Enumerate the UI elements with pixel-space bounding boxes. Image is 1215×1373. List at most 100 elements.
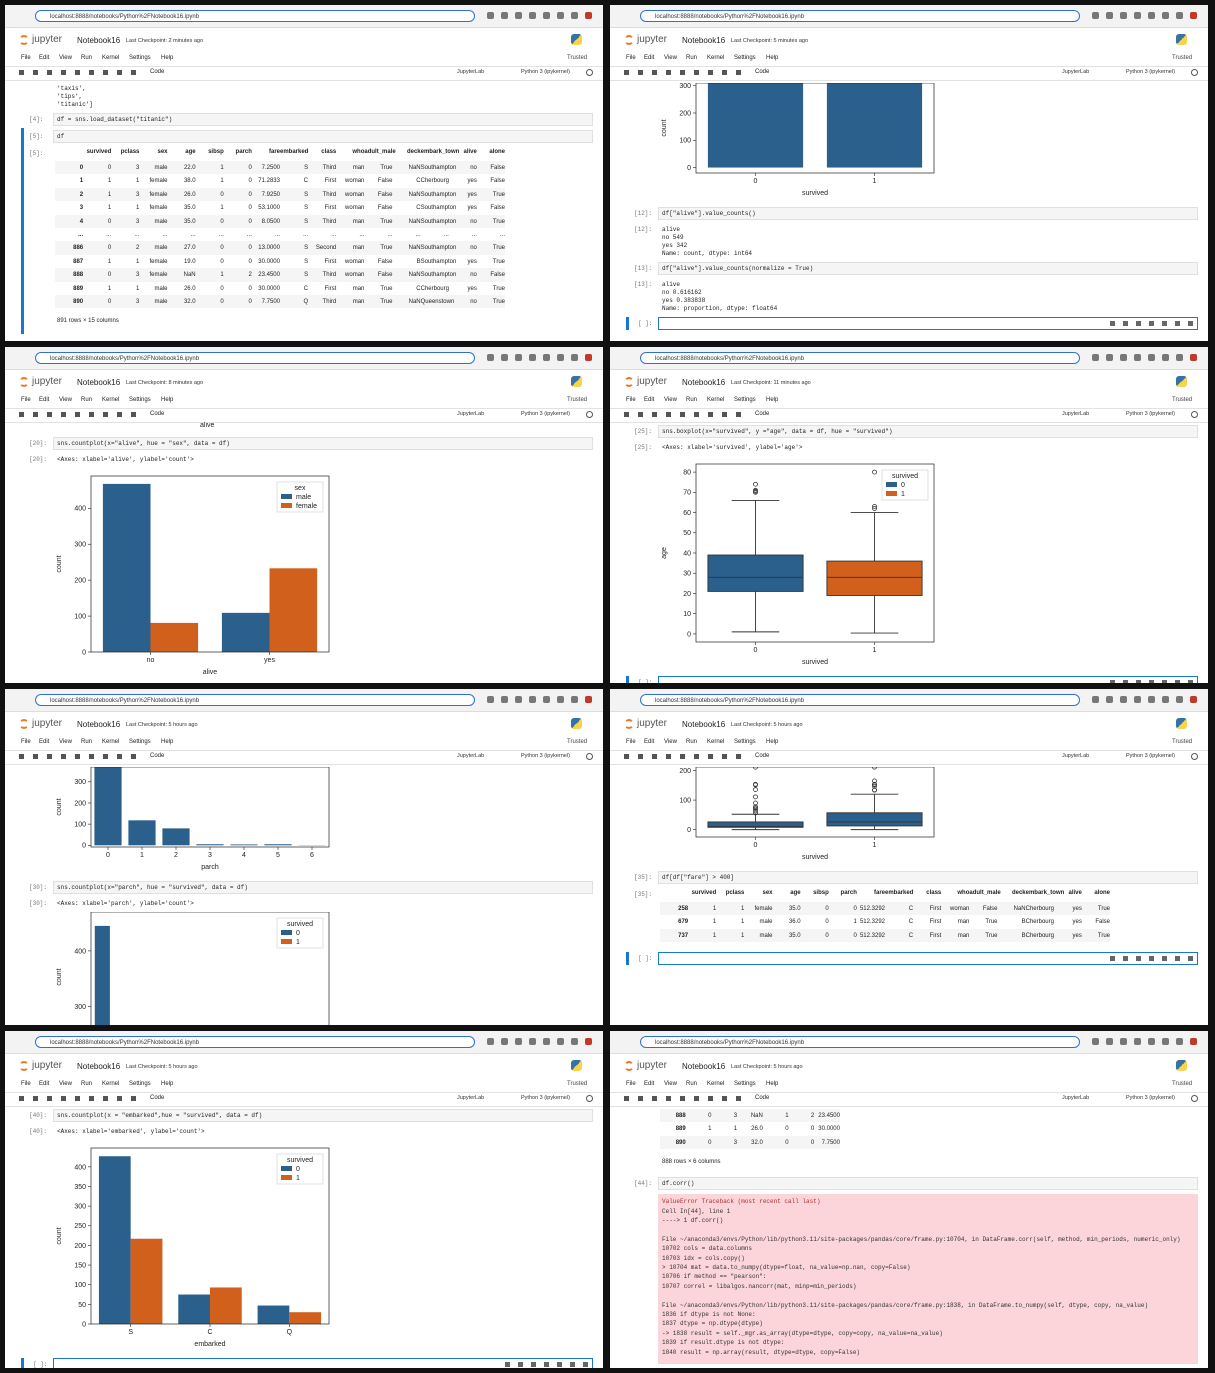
toolbar-icon[interactable]: [708, 70, 713, 75]
toolbar-icon[interactable]: [680, 412, 685, 417]
menu-item[interactable]: Run: [81, 1081, 93, 1087]
toolbar-icon[interactable]: [638, 1096, 643, 1101]
toolbar-icon[interactable]: [722, 70, 727, 75]
menu-item[interactable]: File: [626, 1081, 636, 1087]
toolbar-icon[interactable]: [89, 754, 94, 759]
menu-item[interactable]: Help: [766, 739, 779, 745]
cell-action-icon[interactable]: [1110, 956, 1115, 962]
menu-item[interactable]: Settings: [734, 55, 756, 61]
menu-item[interactable]: Help: [766, 55, 779, 61]
toolbar-icon[interactable]: [638, 754, 643, 759]
cell-action-icon[interactable]: [505, 1362, 510, 1367]
menu-item[interactable]: View: [664, 1081, 677, 1087]
menu-item[interactable]: File: [21, 739, 31, 745]
menu-item[interactable]: View: [59, 739, 72, 745]
menu-item[interactable]: Help: [766, 1081, 779, 1087]
toolbar-icon[interactable]: [89, 1096, 94, 1101]
toolbar-icon[interactable]: [117, 412, 122, 417]
toolbar-icon[interactable]: [103, 1096, 108, 1101]
toolbar-icon[interactable]: [652, 412, 657, 417]
empty-code-cell[interactable]: [658, 952, 1198, 966]
toolbar-icon[interactable]: [624, 412, 629, 417]
toolbar-icon[interactable]: [33, 412, 38, 417]
toolbar-icon[interactable]: [680, 70, 685, 75]
toolbar-icon[interactable]: [117, 754, 122, 759]
toolbar-icon[interactable]: [736, 70, 741, 75]
cell-action-icon[interactable]: [1110, 321, 1115, 326]
toolbar-icon[interactable]: [666, 754, 671, 759]
menu-item[interactable]: View: [664, 55, 677, 61]
menu-item[interactable]: View: [59, 55, 72, 61]
toolbar-icon[interactable]: [694, 754, 699, 759]
menu-item[interactable]: Run: [81, 55, 93, 61]
menu-item[interactable]: View: [664, 397, 677, 403]
cell-action-icon[interactable]: [1149, 956, 1154, 962]
cell-action-icon[interactable]: [531, 1362, 536, 1367]
toolbar-icon[interactable]: [75, 412, 80, 417]
cell-action-icon[interactable]: [1188, 321, 1193, 326]
toolbar-icon[interactable]: [75, 754, 80, 759]
toolbar-icon[interactable]: [708, 1096, 713, 1101]
toolbar-icon[interactable]: [624, 1096, 629, 1101]
cell-action-icon[interactable]: [1188, 956, 1193, 962]
toolbar-icon[interactable]: [33, 70, 38, 75]
cell-action-icon[interactable]: [1162, 680, 1167, 683]
toolbar-icon[interactable]: [652, 70, 657, 75]
cell-action-icon[interactable]: [1136, 321, 1141, 326]
cell-action-icon[interactable]: [1149, 321, 1154, 326]
empty-code-cell[interactable]: [658, 676, 1198, 683]
toolbar-icon[interactable]: [652, 754, 657, 759]
toolbar-icon[interactable]: [47, 70, 52, 75]
menu-item[interactable]: Edit: [644, 55, 655, 61]
cell-action-icon[interactable]: [518, 1362, 523, 1367]
cell-action-icon[interactable]: [1123, 321, 1128, 326]
toolbar-icon[interactable]: [89, 70, 94, 75]
toolbar-icon[interactable]: [722, 1096, 727, 1101]
menu-item[interactable]: Kernel: [102, 739, 120, 745]
toolbar-icon[interactable]: [694, 412, 699, 417]
cell-action-icon[interactable]: [1136, 956, 1141, 962]
menu-item[interactable]: Help: [161, 55, 174, 61]
cell-action-icon[interactable]: [1149, 680, 1154, 683]
cell-action-icon[interactable]: [1123, 680, 1128, 683]
toolbar-icon[interactable]: [666, 1096, 671, 1101]
toolbar-icon[interactable]: [638, 412, 643, 417]
toolbar-icon[interactable]: [131, 70, 136, 75]
toolbar-icon[interactable]: [103, 412, 108, 417]
toolbar-icon[interactable]: [736, 412, 741, 417]
menu-item[interactable]: Kernel: [102, 397, 120, 403]
toolbar-icon[interactable]: [652, 1096, 657, 1101]
cell-action-icon[interactable]: [583, 1362, 588, 1367]
menu-item[interactable]: Edit: [644, 1081, 655, 1087]
toolbar-icon[interactable]: [624, 70, 629, 75]
menu-item[interactable]: File: [21, 55, 31, 61]
cell-action-icon[interactable]: [1175, 680, 1180, 683]
toolbar-icon[interactable]: [131, 754, 136, 759]
cell-action-icon[interactable]: [1175, 956, 1180, 962]
cell-action-icon[interactable]: [1110, 680, 1115, 683]
toolbar-icon[interactable]: [694, 70, 699, 75]
url-bar[interactable]: localhost:8888/notebooks/Python%2FNotebo…: [640, 10, 1080, 22]
menu-item[interactable]: Run: [686, 739, 698, 745]
toolbar-icon[interactable]: [680, 1096, 685, 1101]
menu-item[interactable]: File: [21, 397, 31, 403]
toolbar-icon[interactable]: [722, 412, 727, 417]
toolbar-icon[interactable]: [89, 412, 94, 417]
url-bar[interactable]: localhost:8888/notebooks/Python%2FNotebo…: [35, 694, 475, 706]
toolbar-icon[interactable]: [103, 754, 108, 759]
toolbar-icon[interactable]: [19, 412, 24, 417]
toolbar-icon[interactable]: [75, 1096, 80, 1101]
cell-action-icon[interactable]: [557, 1362, 562, 1367]
toolbar-icon[interactable]: [680, 754, 685, 759]
menu-item[interactable]: Kernel: [102, 1081, 120, 1087]
menu-item[interactable]: View: [59, 1081, 72, 1087]
menu-item[interactable]: Help: [161, 1081, 174, 1087]
cell-action-icon[interactable]: [1188, 680, 1193, 683]
toolbar-icon[interactable]: [708, 754, 713, 759]
url-bar[interactable]: localhost:8888/notebooks/Python%2FNotebo…: [640, 694, 1080, 706]
url-bar[interactable]: localhost:8888/notebooks/Python%2FNotebo…: [640, 1036, 1080, 1048]
menu-item[interactable]: Edit: [39, 397, 50, 403]
toolbar-icon[interactable]: [47, 412, 52, 417]
toolbar-icon[interactable]: [33, 1096, 38, 1101]
menu-item[interactable]: File: [626, 739, 636, 745]
